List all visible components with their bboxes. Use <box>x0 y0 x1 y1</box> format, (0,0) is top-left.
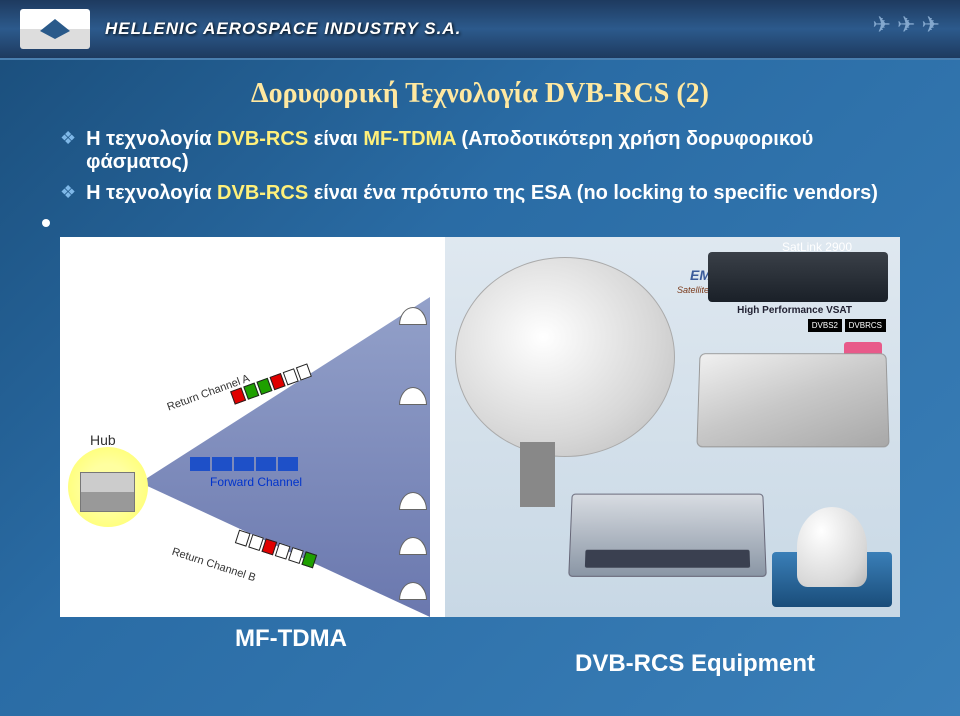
hp-vsat-label: High Performance VSAT <box>737 305 852 316</box>
b1-h2: MF-TDMA <box>363 128 456 150</box>
hub-equipment <box>80 472 135 512</box>
b2-h1: DVB-RCS <box>217 182 308 204</box>
dvbs2-badge: DVBS2 <box>808 319 842 332</box>
satlink-device <box>708 252 888 302</box>
dvbrcs-badge: DVBRCS <box>845 319 886 332</box>
equipment-panel: EMS Satellite Networks SatLink 2900 High… <box>445 237 900 617</box>
jet-icons: ✈ ✈ ✈ <box>872 12 940 38</box>
ems-modem <box>568 494 767 577</box>
return-b-label: Return Channel B <box>170 546 257 584</box>
bullet-empty <box>42 213 900 227</box>
slots-forward <box>190 457 298 471</box>
caption-mftdma: MF-TDMA <box>235 625 347 653</box>
b1-pre: Η τεχνολογία <box>86 128 217 150</box>
dish-mount <box>520 442 555 507</box>
bullet-1: ❖ Η τεχνολογία DVB-RCS είναι MF-TDMA (Απ… <box>60 128 900 174</box>
b1-mid: είναι <box>308 128 363 150</box>
hub-label: Hub <box>90 432 116 448</box>
dome-shape <box>797 507 867 587</box>
company-emblem <box>20 9 90 49</box>
diamond-icon: ❖ <box>60 128 76 149</box>
b2-post: είναι ένα πρότυπο της ESA (no locking to… <box>308 182 878 204</box>
mf-tdma-diagram: Hub Return Channel A Forward Channel Ret… <box>60 237 445 617</box>
bullet-2: ❖ Η τεχνολογία DVB-RCS είναι ένα πρότυπο… <box>60 182 900 205</box>
slide-title: Δορυφορική Τεχνολογία DVB-RCS (2) <box>60 78 900 110</box>
forward-label: Forward Channel <box>210 475 302 489</box>
header-bar: HELLENIC AEROSPACE INDUSTRY S.A. ✈ ✈ ✈ <box>0 0 960 60</box>
company-name: HELLENIC AEROSPACE INDUSTRY S.A. <box>105 19 461 39</box>
satellite-dish <box>455 257 675 457</box>
b1-h1: DVB-RCS <box>217 128 308 150</box>
maritime-dome <box>772 497 892 607</box>
diamond-icon: ❖ <box>60 182 76 203</box>
disc-icon <box>42 219 50 227</box>
slide-content: Δορυφορική Τεχνολογία DVB-RCS (2) ❖ Η τε… <box>0 60 960 635</box>
images-row: Hub Return Channel A Forward Channel Ret… <box>60 237 900 617</box>
caption-equipment: DVB-RCS Equipment <box>575 650 815 678</box>
b2-pre: Η τεχνολογία <box>86 182 217 204</box>
silver-modem <box>696 353 889 447</box>
